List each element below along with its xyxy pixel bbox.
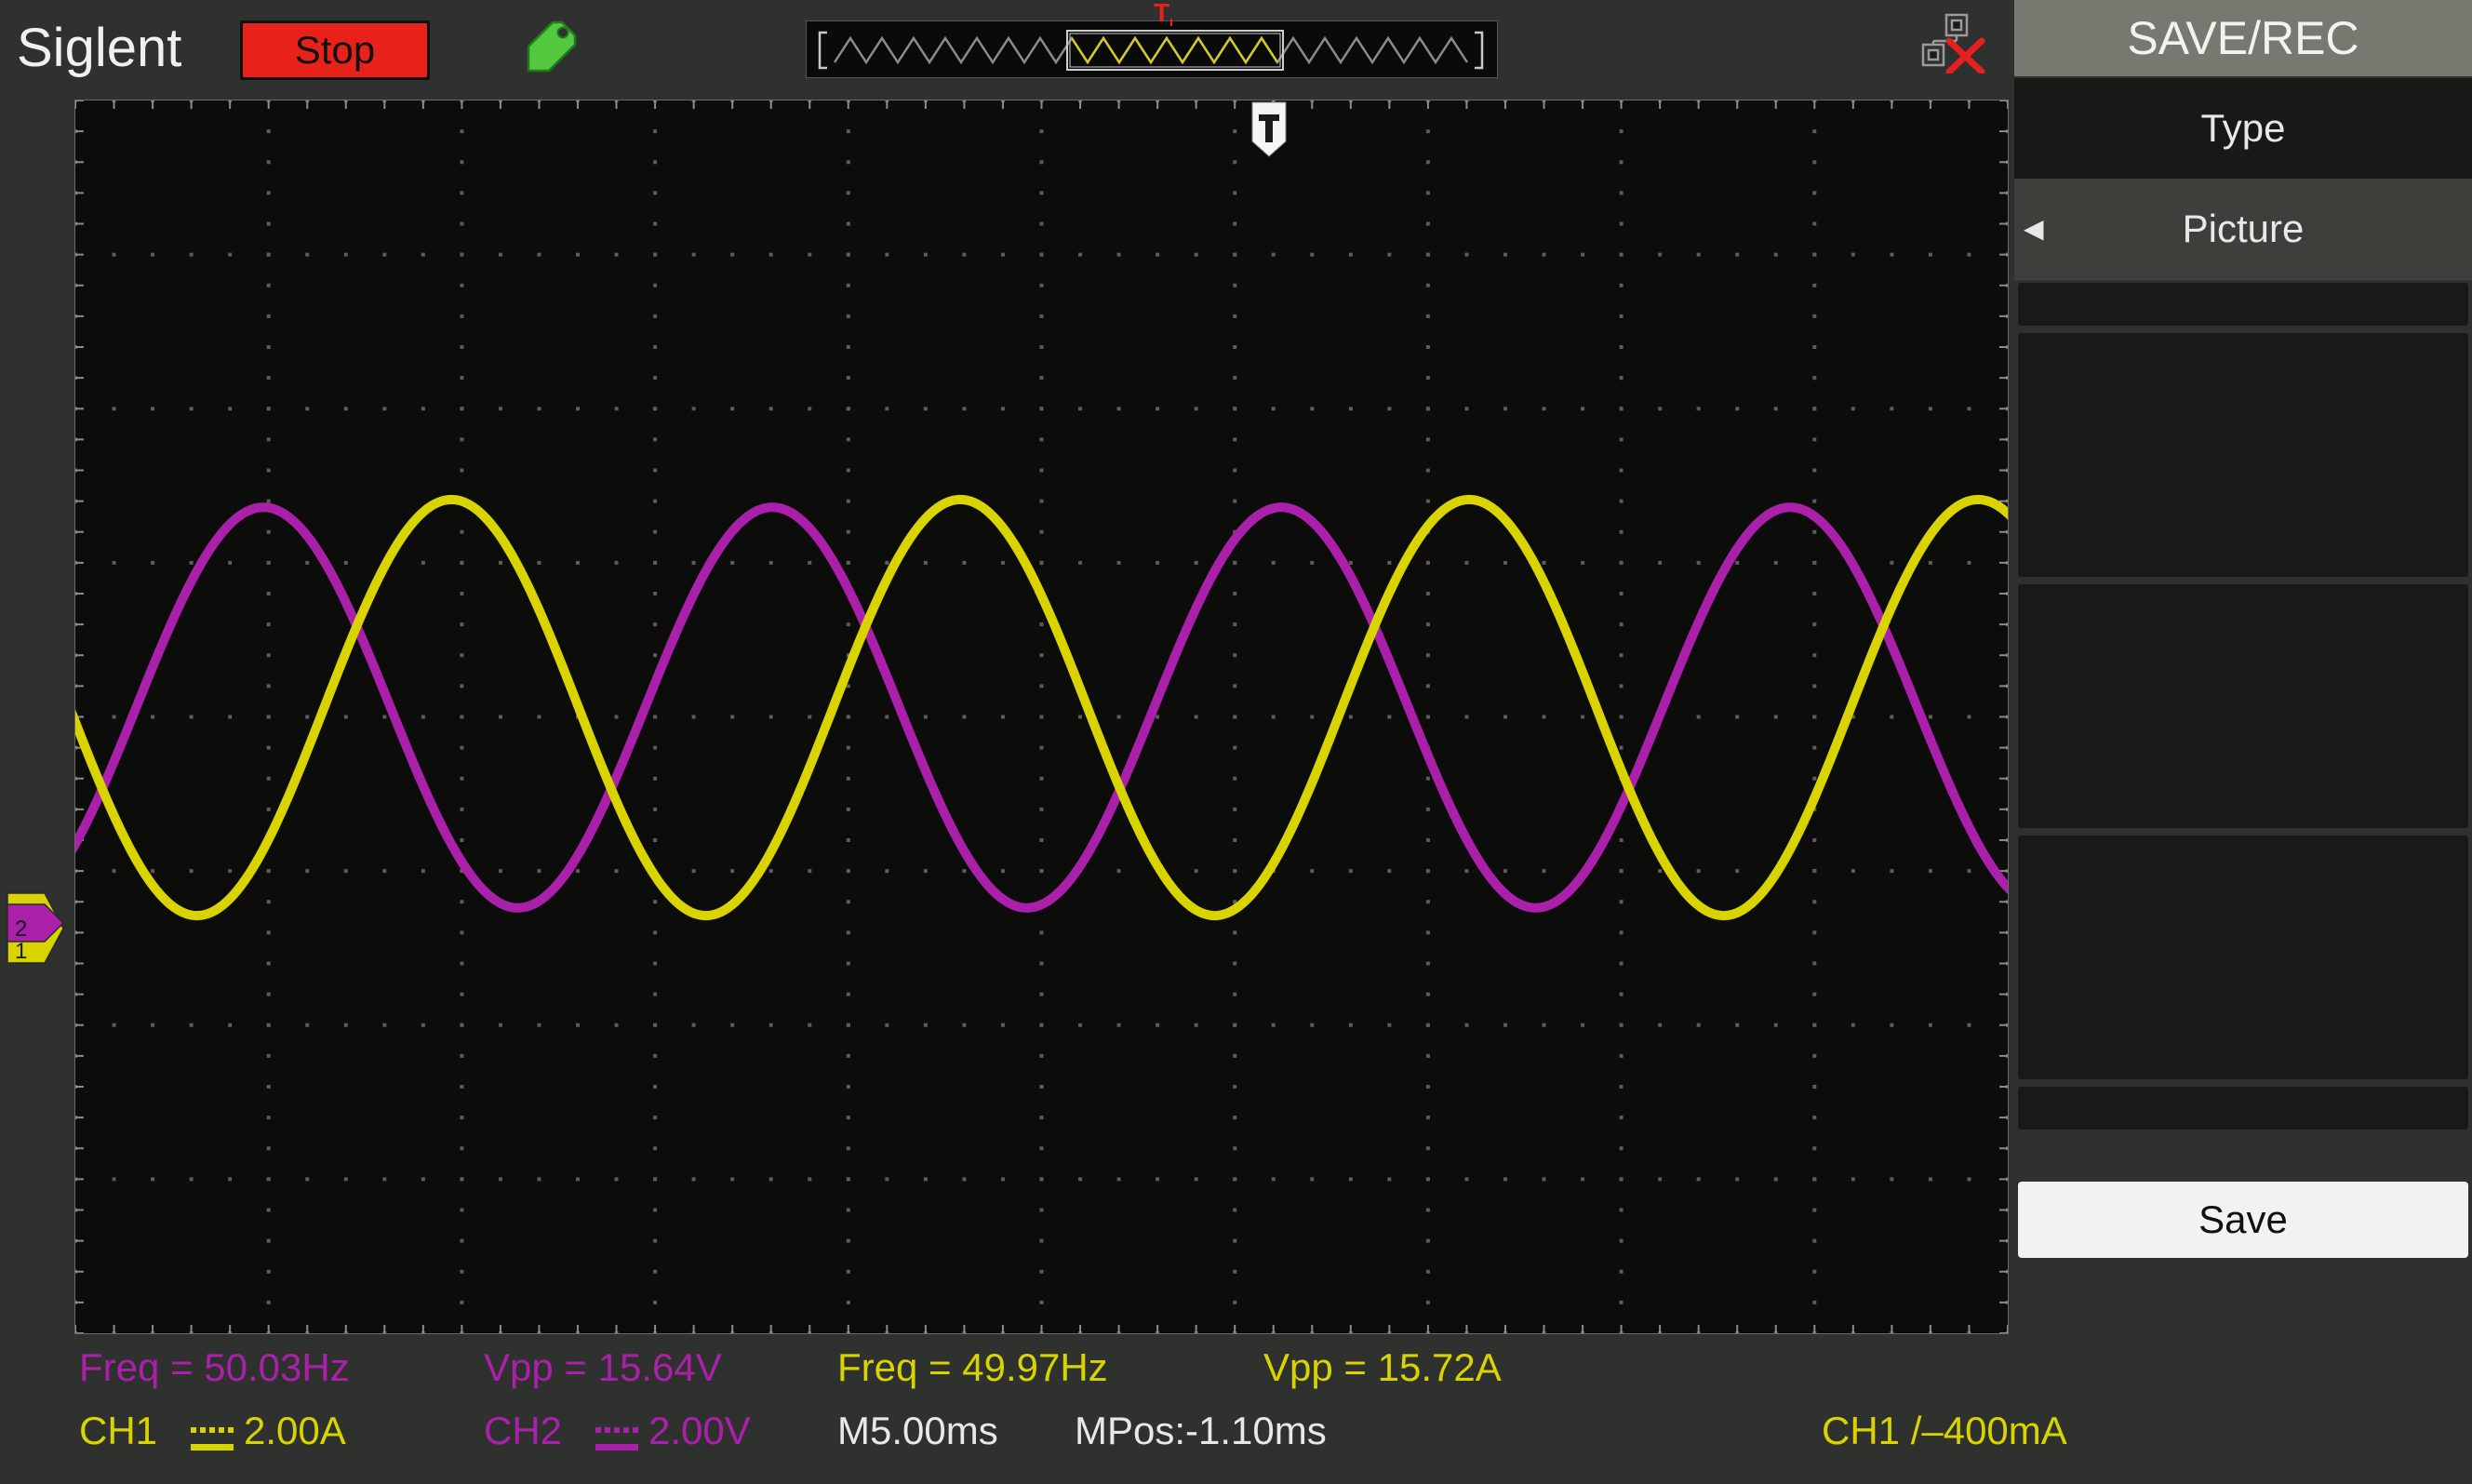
svg-text:2: 2: [15, 916, 27, 942]
svg-text:1: 1: [15, 939, 27, 964]
